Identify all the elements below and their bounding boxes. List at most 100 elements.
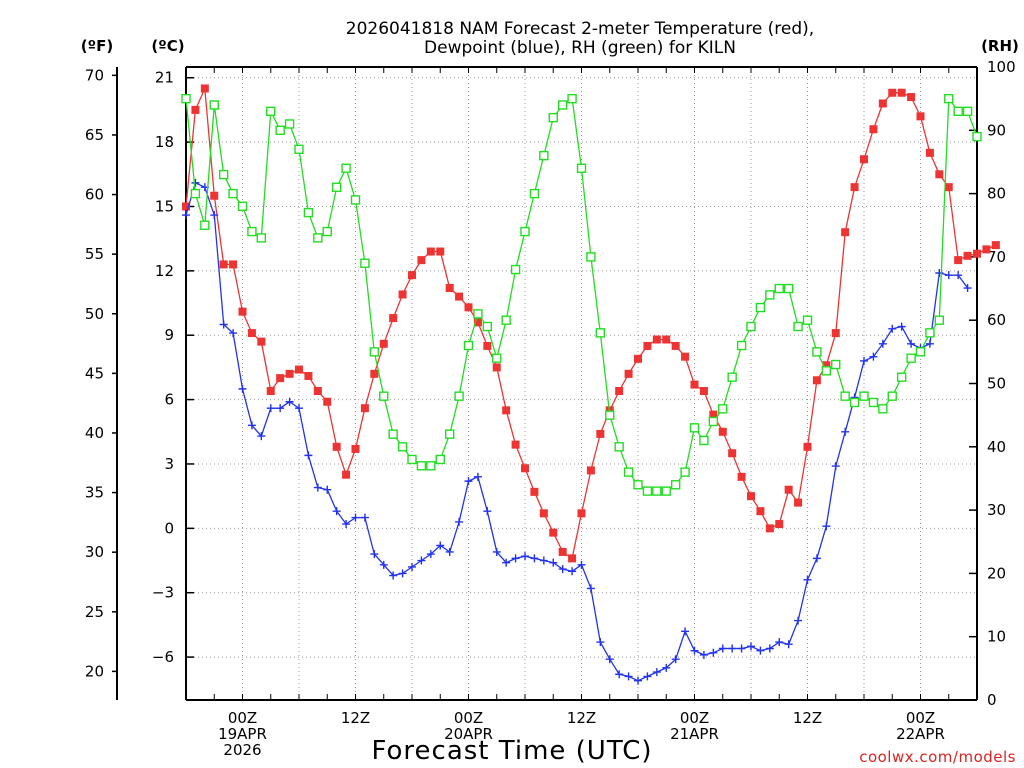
x-tick-label: 20APR: [444, 725, 493, 743]
rh-point: [388, 429, 398, 439]
rh-point: [331, 182, 342, 192]
rh-point: [200, 220, 210, 230]
x-tick-label: 00Z: [454, 709, 483, 727]
2-meter-temperature-point: [831, 329, 840, 338]
dewpoint-point: [624, 672, 633, 681]
rh-point: [878, 404, 888, 414]
dewpoint-point: [812, 554, 821, 563]
fahrenheit-tick-label: 30: [85, 543, 104, 561]
dewpoint-point: [521, 552, 529, 561]
rh-point: [934, 315, 945, 325]
dewpoint-point: [285, 397, 294, 406]
x-tick-label: 00Z: [680, 709, 709, 727]
2-meter-temperature-point: [219, 260, 228, 269]
dewpoint-point: [191, 178, 200, 187]
2-meter-temperature-point: [530, 487, 539, 496]
dewpoint-point: [445, 547, 454, 556]
credit-text: coolwx.com/models: [859, 748, 1016, 766]
2-meter-temperature-point: [304, 371, 313, 380]
dewpoint-point: [662, 663, 671, 672]
2-meter-temperature-point: [426, 247, 435, 256]
2-meter-temperature-point: [238, 307, 247, 316]
2-meter-temperature-point: [652, 335, 661, 344]
2-meter-temperature-point: [332, 442, 341, 451]
rh-point: [294, 144, 304, 154]
2-meter-temperature-point: [982, 245, 991, 254]
rh-point: [218, 169, 229, 180]
rh-point: [529, 188, 540, 199]
rh-tick-label: 60: [987, 311, 1006, 329]
dewpoint-point: [935, 268, 944, 277]
2-meter-temperature-point: [794, 498, 803, 507]
2-meter-temperature-point: [577, 509, 586, 518]
rh-point: [595, 328, 606, 338]
2-meter-temperature-point: [445, 284, 454, 293]
rh-point: [896, 372, 907, 382]
rh-point: [661, 486, 671, 496]
chart-title-line-1: 2026041818 NAM Forecast 2-meter Temperat…: [346, 19, 814, 39]
2-meter-temperature-point: [954, 256, 963, 265]
dewpoint-point: [878, 339, 887, 348]
dewpoint-point: [276, 404, 285, 413]
dewpoint-point: [257, 432, 266, 441]
2-meter-temperature-point: [313, 387, 322, 396]
rh-tick-label: 10: [987, 628, 1006, 646]
dewpoint-point: [360, 513, 369, 522]
x-tick-label: 12Z: [567, 709, 596, 727]
2-meter-temperature-point: [935, 170, 944, 179]
chart-title-line-2: Dewpoint (blue), RH (green) for KILN: [424, 38, 736, 58]
dewpoint-point: [247, 421, 256, 430]
dewpoint-point: [737, 644, 746, 653]
rh-point: [557, 100, 568, 110]
fahrenheit-tick-label: 40: [85, 424, 104, 442]
fahrenheit-tick-label: 35: [85, 484, 104, 502]
2-meter-temperature-point: [398, 290, 407, 299]
rh-tick-label: 100: [987, 58, 1016, 76]
dewpoint-point: [605, 655, 614, 664]
rh-point: [849, 397, 860, 408]
dewpoint-point: [643, 672, 652, 681]
rh-point: [407, 454, 417, 465]
rh-point: [802, 315, 813, 325]
rh-point: [510, 264, 521, 275]
2-meter-temperature-point: [436, 247, 445, 256]
celsius-tick-label: 3: [164, 455, 174, 473]
dewpoint-point: [455, 517, 464, 526]
rh-point: [887, 391, 897, 401]
rh-point: [821, 366, 832, 376]
rh-point: [567, 93, 577, 104]
dewpoint-point: [775, 638, 784, 647]
celsius-tick-label: −3: [152, 584, 174, 602]
2-meter-temperature-point: [351, 444, 360, 453]
celsius-tick-label: −6: [152, 648, 174, 666]
2-meter-temperature-point: [699, 387, 708, 396]
rh-point: [426, 461, 436, 471]
rh-point: [284, 119, 295, 129]
dewpoint-point: [681, 627, 690, 636]
rh-point: [727, 372, 737, 382]
dewpoint-point: [370, 550, 379, 559]
2-meter-temperature-point: [521, 464, 529, 473]
rh-point: [783, 283, 794, 294]
rh-point: [228, 188, 238, 199]
rh-point: [670, 480, 681, 490]
2-meter-temperature-point: [596, 429, 605, 438]
rh-point: [793, 321, 803, 332]
2-meter-temperature-point: [643, 341, 652, 350]
2-meter-temperature-point: [360, 404, 369, 413]
rh-point: [303, 207, 314, 218]
2-meter-temperature-point: [502, 406, 511, 415]
2-meter-temperature-point: [728, 449, 737, 458]
rh-tick-label: 80: [987, 185, 1006, 203]
rh-tick-label: 0: [987, 691, 997, 709]
rh-point: [906, 353, 916, 363]
x-tick-label: 21APR: [670, 725, 719, 743]
2-meter-temperature-point: [549, 528, 558, 537]
dewpoint-point: [323, 485, 332, 494]
2-meter-temperature-point: [850, 183, 859, 192]
rh-point: [256, 233, 267, 243]
dewpoint-point: [822, 522, 831, 531]
2-meter-temperature-point: [624, 369, 633, 378]
